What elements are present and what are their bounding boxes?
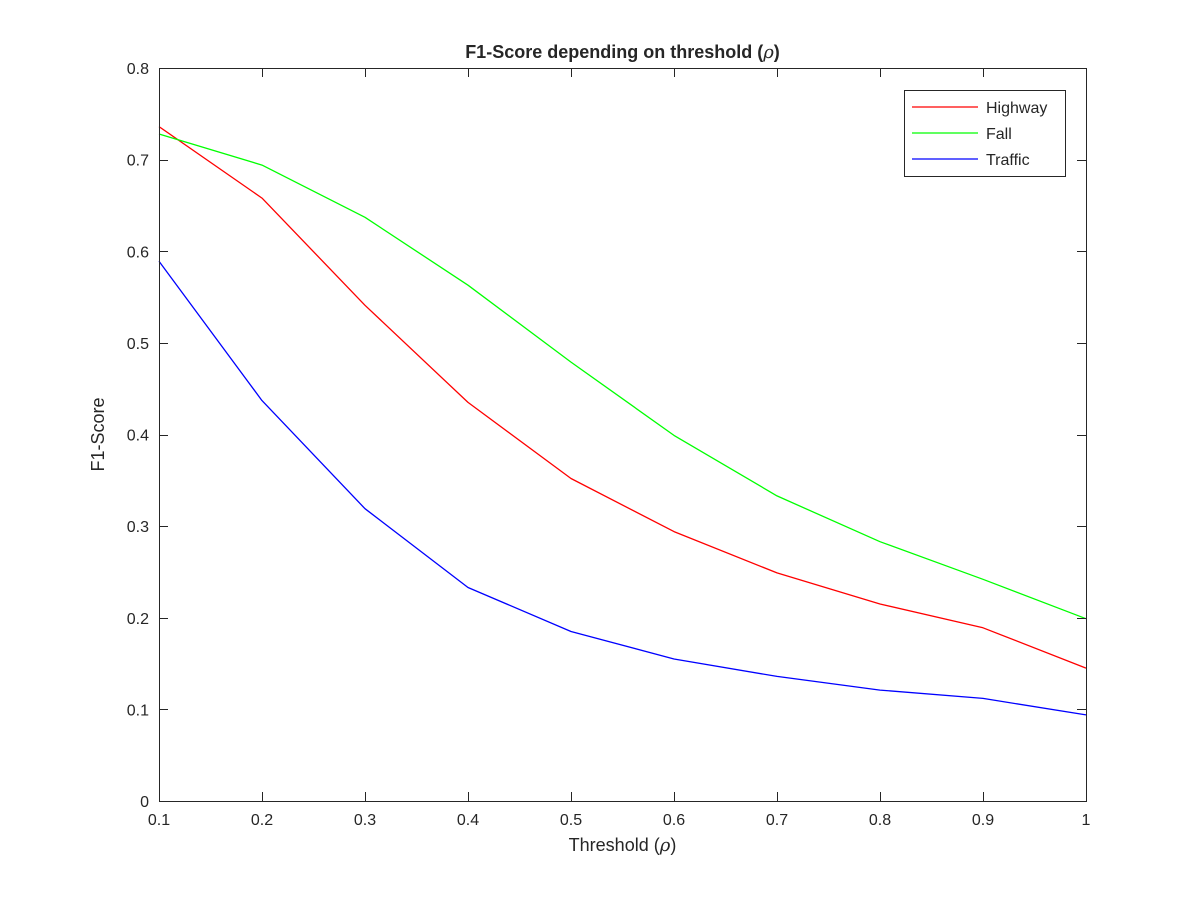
y-tick-label: 0.3: [127, 519, 149, 536]
y-tick-label: 0.4: [127, 428, 149, 445]
x-tick-label: 1: [1082, 812, 1091, 829]
x-tick-label: 0.4: [457, 812, 479, 829]
legend-label: Highway: [986, 100, 1047, 117]
series-line-traffic: [158, 260, 1087, 716]
y-tick-label: 0.2: [127, 611, 149, 628]
plot-area: [159, 68, 1086, 801]
x-axis-label-close: ): [670, 835, 676, 855]
y-tick-label: 0.7: [127, 153, 149, 170]
chart-title-symbol: ρ: [762, 42, 774, 63]
x-axis-label-text: Threshold (: [569, 835, 660, 855]
legend-item-highway[interactable]: Highway: [912, 100, 1047, 117]
legend[interactable]: Highway Fall Traffic: [904, 90, 1066, 177]
series-layer: [158, 126, 1087, 716]
x-tick-label: 0.9: [972, 812, 994, 829]
x-tick-label: 0.3: [354, 812, 376, 829]
y-tick-label: 0.1: [127, 702, 149, 719]
x-tick-label: 0.1: [148, 812, 170, 829]
chart-title-text: F1-Score depending on threshold (: [465, 42, 763, 62]
series-line-fall: [158, 133, 1087, 620]
x-axis-label: Threshold (ρ): [569, 835, 677, 856]
y-axis-label: F1-Score: [88, 397, 108, 471]
y-tick-label: 0: [140, 794, 149, 811]
x-tick-label: 0.7: [766, 812, 788, 829]
y-tick-label: 0.8: [127, 61, 149, 78]
x-tick-label: 0.5: [560, 812, 582, 829]
ticks-layer: 0.1 0.2 0.3 0.4 0.5 0.6 0.7 0.8 0.9 100.10.20.30.…: [127, 61, 1091, 829]
y-tick-label: 0.6: [127, 244, 149, 261]
chart-title-close: ): [774, 42, 780, 62]
legend-label: Traffic: [986, 152, 1030, 169]
legend-item-traffic[interactable]: Traffic: [912, 152, 1030, 169]
legend-item-fall[interactable]: Fall: [912, 126, 1012, 143]
series-line-highway: [158, 126, 1087, 669]
x-tick-label: 0.2: [251, 812, 273, 829]
chart-title: F1-Score depending on threshold (ρ): [465, 42, 780, 63]
legend-label: Fall: [986, 126, 1012, 143]
x-tick-label: 0.8: [869, 812, 891, 829]
x-axis-label-symbol: ρ: [659, 835, 671, 856]
legend-items: Highway Fall Traffic: [912, 100, 1047, 169]
y-tick-label: 0.5: [127, 336, 149, 353]
x-tick-label: 0.6: [663, 812, 685, 829]
